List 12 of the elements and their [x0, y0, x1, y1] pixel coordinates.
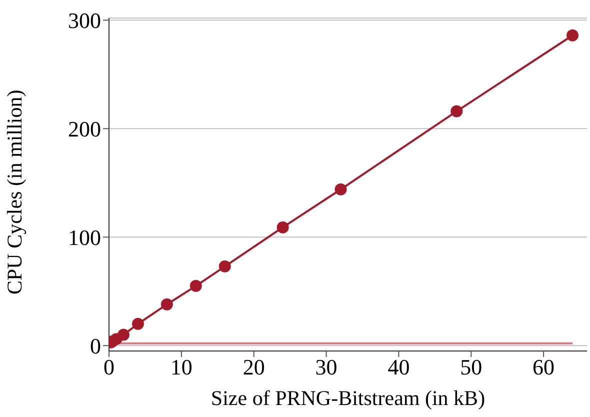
x-tick-label: 10: [170, 354, 192, 380]
x-tick-label: 50: [460, 354, 482, 380]
x-tick-label: 20: [242, 354, 265, 380]
y-tick-label: 100: [68, 224, 101, 250]
y-tick-label: 300: [68, 8, 101, 33]
x-tick-label: 60: [532, 354, 555, 380]
x-axis-title: Size of PRNG-Bitstream (in kB): [210, 386, 486, 410]
x-tick-label: 40: [388, 354, 410, 380]
y-axis-title: CPU Cycles (in million): [2, 90, 26, 294]
y-tick-label: 200: [68, 116, 101, 142]
y-tick-label: 0: [90, 333, 101, 358]
x-tick-label: 30: [315, 354, 338, 380]
